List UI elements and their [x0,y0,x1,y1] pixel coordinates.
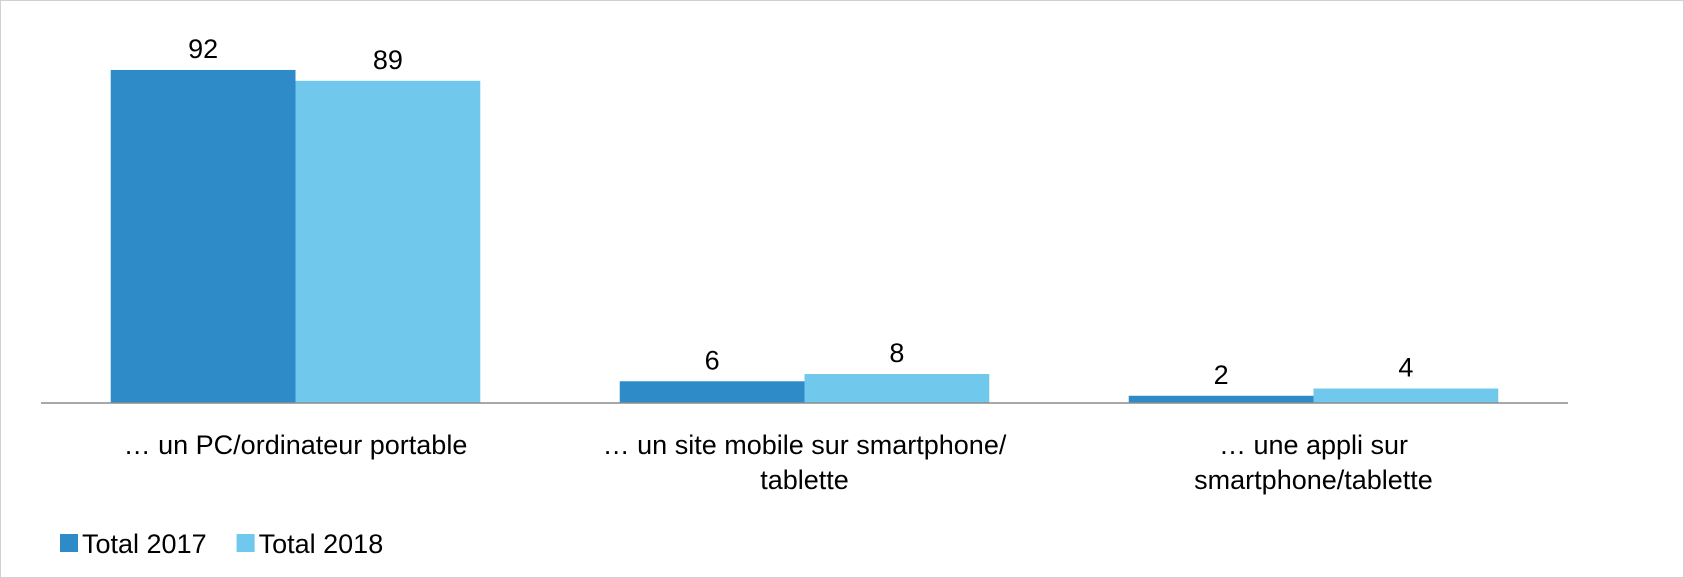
data-label: 8 [889,338,904,368]
x-tick-label: … une appli sur smartphone/tablette [1194,430,1433,495]
data-label: 92 [188,34,218,64]
legend-swatch [236,534,255,552]
data-label: 6 [705,345,720,375]
legend-label: Total 2018 [259,529,384,559]
legend-label: Total 2017 [82,529,207,559]
x-tick-label: … un PC/ordinateur portable [123,430,468,460]
bar [619,381,805,403]
data-label: 89 [373,45,403,75]
bar [804,374,990,403]
data-label: 2 [1214,360,1229,390]
legend-swatch [60,534,78,552]
bar [110,69,296,404]
x-tick-label: … un site mobile sur smartphone/ tablett… [602,430,1007,495]
bar [295,80,481,403]
data-label: 4 [1398,353,1413,383]
bar [1128,395,1314,403]
bar [1313,388,1499,403]
